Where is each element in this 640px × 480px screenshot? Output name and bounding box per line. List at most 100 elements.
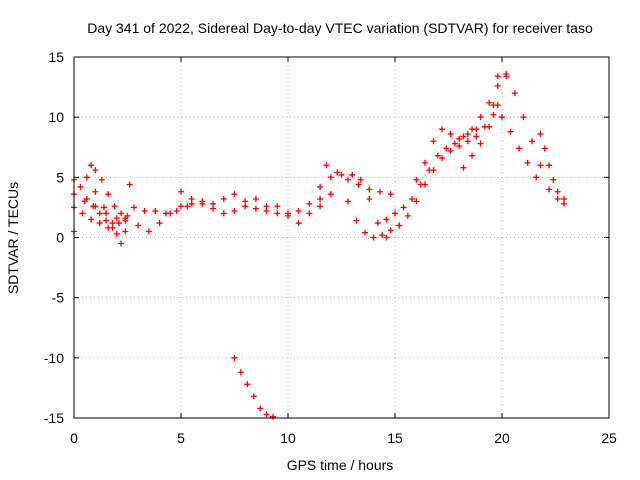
data-point <box>561 195 568 202</box>
data-point <box>473 133 480 140</box>
plot-frame <box>73 56 610 419</box>
data-point <box>118 240 125 247</box>
data-point <box>469 152 476 159</box>
data-point <box>473 126 480 133</box>
x-tick-label: 0 <box>70 430 78 446</box>
x-tick-label: 25 <box>601 430 617 446</box>
data-point <box>103 210 110 217</box>
data-point <box>145 228 152 235</box>
grid-layer <box>74 57 609 418</box>
y-tick-label: 0 <box>56 230 64 246</box>
data-point <box>220 195 227 202</box>
data-point <box>122 217 129 224</box>
data-point <box>486 123 493 130</box>
data-point <box>392 210 398 217</box>
y-axis-label: SDTVAR / TECUs <box>5 182 21 294</box>
data-point <box>188 195 195 202</box>
data-point <box>349 171 356 178</box>
data-point <box>357 176 364 183</box>
data-point <box>537 131 544 138</box>
x-tick-label: 5 <box>177 430 185 446</box>
data-point <box>100 204 107 211</box>
data-point <box>178 203 184 210</box>
data-point <box>486 99 493 106</box>
data-point <box>460 164 467 171</box>
data-point <box>306 200 313 207</box>
y-tick-label: -15 <box>44 410 64 426</box>
data-point <box>111 203 118 210</box>
x-tick-label: 15 <box>387 430 403 446</box>
data-point <box>520 114 527 121</box>
data-point <box>537 162 544 169</box>
data-point <box>387 227 394 234</box>
data-point <box>199 200 206 207</box>
data-point <box>96 210 103 217</box>
data-point <box>344 176 351 183</box>
series-track-18 <box>460 102 501 171</box>
data-point <box>103 217 110 224</box>
data-point <box>115 220 122 227</box>
data-point <box>355 181 362 188</box>
series-track-11 <box>242 195 324 227</box>
data-point <box>477 114 484 121</box>
y-tick-label: -10 <box>44 350 64 366</box>
data-point <box>387 191 394 198</box>
data-point <box>77 183 84 190</box>
data-point <box>231 208 238 215</box>
data-point <box>546 186 553 193</box>
data-point <box>524 159 531 166</box>
data-point <box>370 234 377 241</box>
data-point <box>499 114 505 121</box>
data-point <box>274 210 281 217</box>
x-tick-label: 20 <box>494 430 510 446</box>
data-point <box>490 111 497 118</box>
x-axis-label: GPS time / hours <box>287 457 394 473</box>
data-point <box>252 205 259 212</box>
data-point <box>456 135 463 142</box>
data-point <box>317 203 324 210</box>
data-point <box>96 220 103 227</box>
y-tick-label: 10 <box>48 109 64 125</box>
data-point <box>447 147 454 154</box>
data-point <box>105 191 112 198</box>
data-point <box>306 210 313 217</box>
series-track-22 <box>231 354 277 420</box>
data-point <box>244 381 251 388</box>
data-point <box>231 354 238 361</box>
data-point <box>92 188 99 195</box>
data-point <box>511 90 518 97</box>
series-track-20 <box>490 102 540 181</box>
data-point <box>464 131 471 138</box>
data-point <box>252 195 259 202</box>
data-point <box>344 198 351 205</box>
data-point <box>546 162 553 169</box>
data-point <box>237 369 244 376</box>
data-point <box>105 224 112 231</box>
data-point <box>404 212 411 219</box>
axis-ticks: 0 5 10 15 20 25 -15 -10 -5 0 5 10 15 <box>44 49 617 446</box>
data-point <box>124 212 131 219</box>
data-point <box>263 411 270 418</box>
data-point <box>274 203 281 210</box>
data-point <box>98 176 105 183</box>
data-point <box>250 393 257 400</box>
data-point <box>362 229 369 236</box>
data-point <box>421 181 428 188</box>
series-track-6 <box>126 181 133 188</box>
series-track-9 <box>130 203 191 217</box>
data-point <box>88 162 95 169</box>
data-point <box>79 210 86 217</box>
data-point <box>88 216 95 223</box>
data-point <box>83 174 90 181</box>
series-track-21 <box>537 131 568 202</box>
data-points <box>71 70 568 420</box>
data-point <box>366 186 373 193</box>
data-point <box>263 203 270 210</box>
data-point <box>317 195 324 202</box>
data-point <box>257 405 264 412</box>
data-point <box>109 220 116 227</box>
data-point <box>447 131 454 138</box>
data-point <box>366 195 373 202</box>
data-point <box>443 145 450 152</box>
series-track-14 <box>344 198 403 241</box>
